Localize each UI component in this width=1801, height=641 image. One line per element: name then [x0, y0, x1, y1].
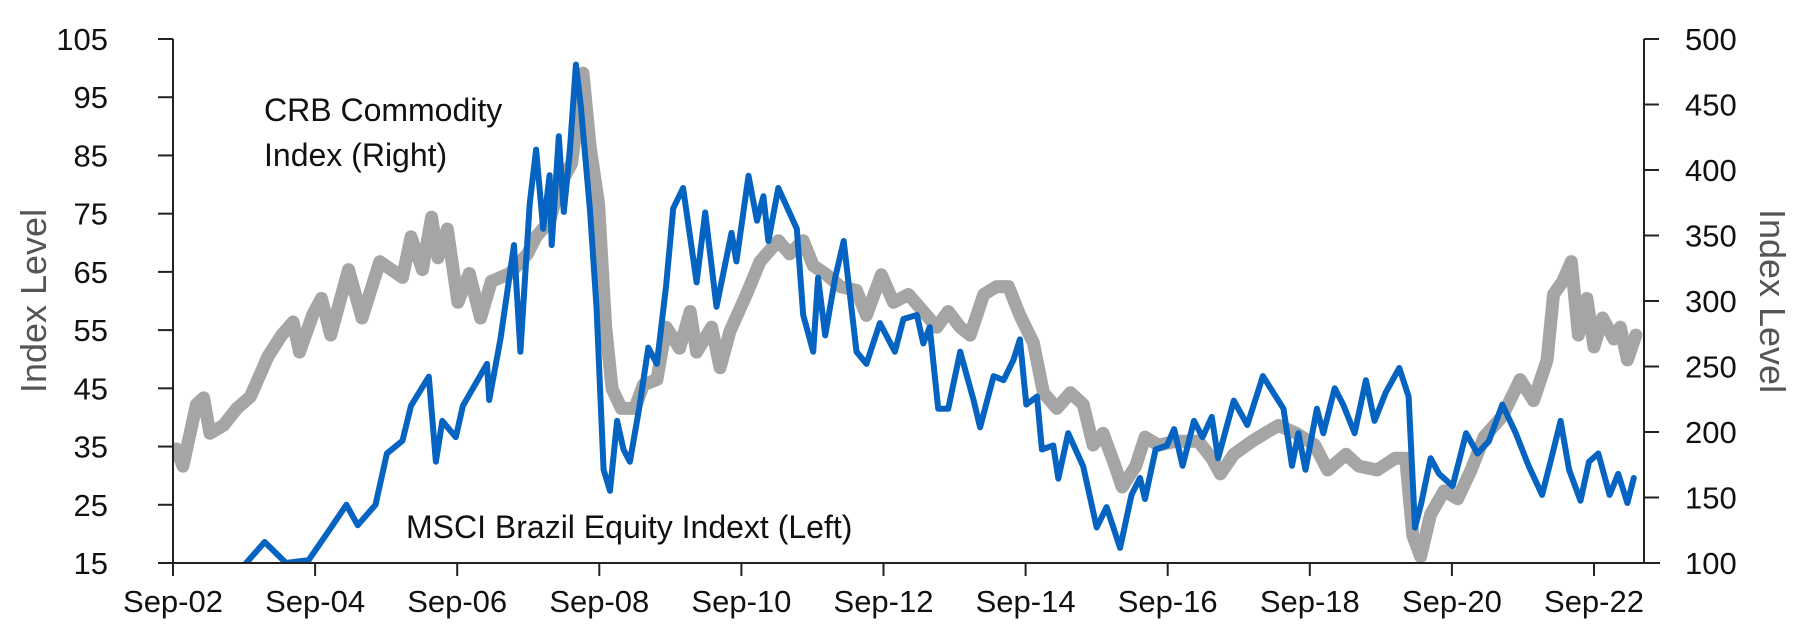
x-tick-label: Sep-22 [1544, 584, 1644, 619]
right-tick-label: 150 [1685, 481, 1737, 516]
x-tick-label: Sep-16 [1118, 584, 1218, 619]
left-tick-label: 85 [74, 138, 108, 173]
x-tick-label: Sep-06 [407, 584, 507, 619]
left-axis-title: Index Level [13, 209, 54, 393]
axes-layer: 15 25 35 45 55 65 75 85 95 105 100 150 200 250 300 350 4… [56, 22, 1736, 619]
annotation-crb-line2: Index (Right) [264, 137, 447, 173]
x-tick-label: Sep-12 [834, 584, 934, 619]
left-tick-label: 75 [74, 197, 108, 232]
annotation-crb-line1: CRB Commodity [264, 92, 502, 128]
left-tick-label: 105 [56, 22, 108, 57]
x-tick-label: Sep-02 [123, 584, 223, 619]
left-tick-label: 65 [74, 255, 108, 290]
left-tick-label: 15 [74, 546, 108, 581]
right-tick-label: 450 [1685, 88, 1737, 123]
right-tick-label: 300 [1685, 284, 1737, 319]
left-tick-label: 25 [74, 488, 108, 523]
right-tick-label: 100 [1685, 546, 1737, 581]
right-axis-title: Index Level [1752, 209, 1793, 393]
series-layer [173, 61, 1643, 563]
left-tick-label: 55 [74, 313, 108, 348]
x-tick-label: Sep-04 [265, 584, 365, 619]
left-tick-label: 35 [74, 430, 108, 465]
x-tick-label: Sep-08 [549, 584, 649, 619]
x-tick-label: Sep-18 [1260, 584, 1360, 619]
right-tick-label: 200 [1685, 415, 1737, 450]
x-tick-label: Sep-20 [1402, 584, 1502, 619]
series-line-crb-commodity [173, 66, 1643, 563]
right-tick-label: 500 [1685, 22, 1737, 57]
left-tick-label: 45 [74, 371, 108, 406]
right-tick-label: 350 [1685, 219, 1737, 254]
x-tick-label: Sep-14 [976, 584, 1076, 619]
left-tick-label: 95 [74, 80, 108, 115]
right-tick-label: 400 [1685, 153, 1737, 188]
annotation-msci: MSCI Brazil Equity Indext (Left) [406, 509, 852, 545]
x-tick-label: Sep-10 [691, 584, 791, 619]
right-tick-label: 250 [1685, 350, 1737, 385]
series-line-msci-brazil [243, 61, 1637, 563]
